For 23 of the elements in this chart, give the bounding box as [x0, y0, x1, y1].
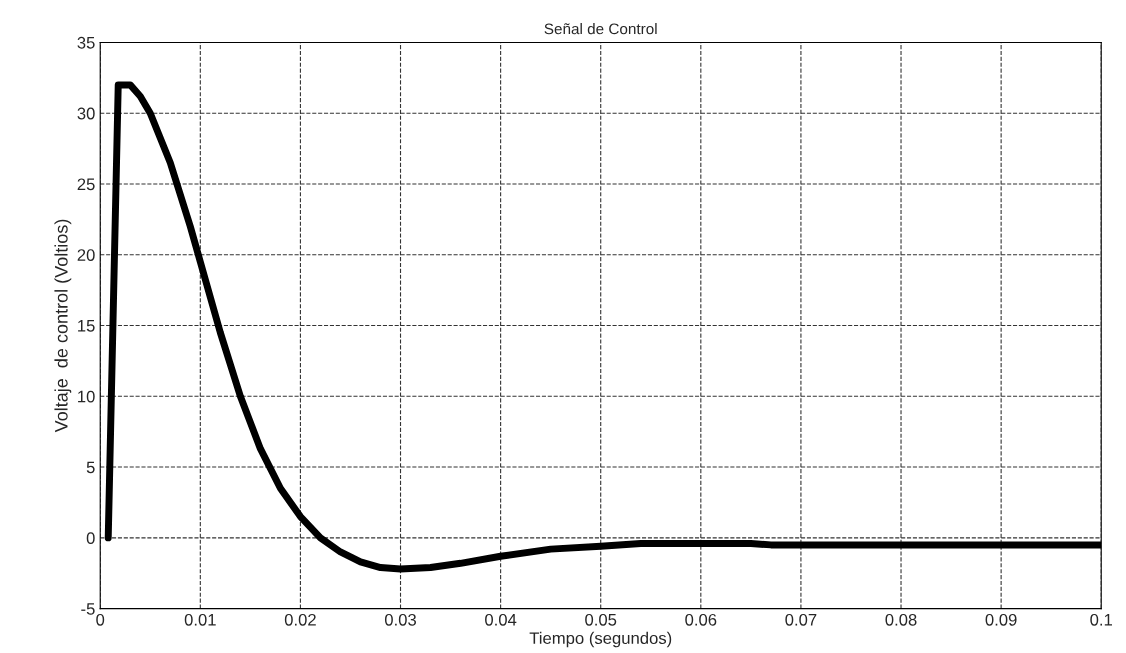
chart-title: Señal de Control: [544, 23, 657, 35]
y-tick-label: -5: [81, 603, 95, 615]
y-tick-label: 15: [78, 320, 95, 332]
y-tick-label: 5: [86, 461, 95, 474]
x-tick-label: 0.06: [685, 613, 717, 626]
x-tick-label: 0.1: [1090, 613, 1112, 626]
y-tick-label: 0: [86, 532, 95, 545]
x-tick-label: 0.01: [184, 613, 216, 626]
y-tick-label: 35: [77, 36, 95, 49]
x-tick-label: 0.04: [485, 613, 517, 626]
x-tick-label: 0.09: [985, 613, 1017, 626]
y-axis-title: Voltaje de control (Voltios): [54, 219, 72, 433]
y-tick-label: 30: [77, 107, 95, 120]
x-tick-label: 0.03: [384, 613, 417, 626]
x-tick-label: 0.05: [585, 613, 617, 626]
x-tick-label: 0: [96, 613, 105, 626]
y-tick-label: 10: [78, 390, 95, 403]
x-tick-label: 0.08: [885, 613, 917, 626]
x-tick-label: 0.02: [284, 613, 316, 626]
y-tick-label: 20: [77, 249, 95, 261]
y-tick-label: 25: [77, 178, 95, 191]
x-tick-label: 0.07: [785, 613, 817, 626]
x-axis-title: Tiempo (segundos): [529, 631, 672, 648]
